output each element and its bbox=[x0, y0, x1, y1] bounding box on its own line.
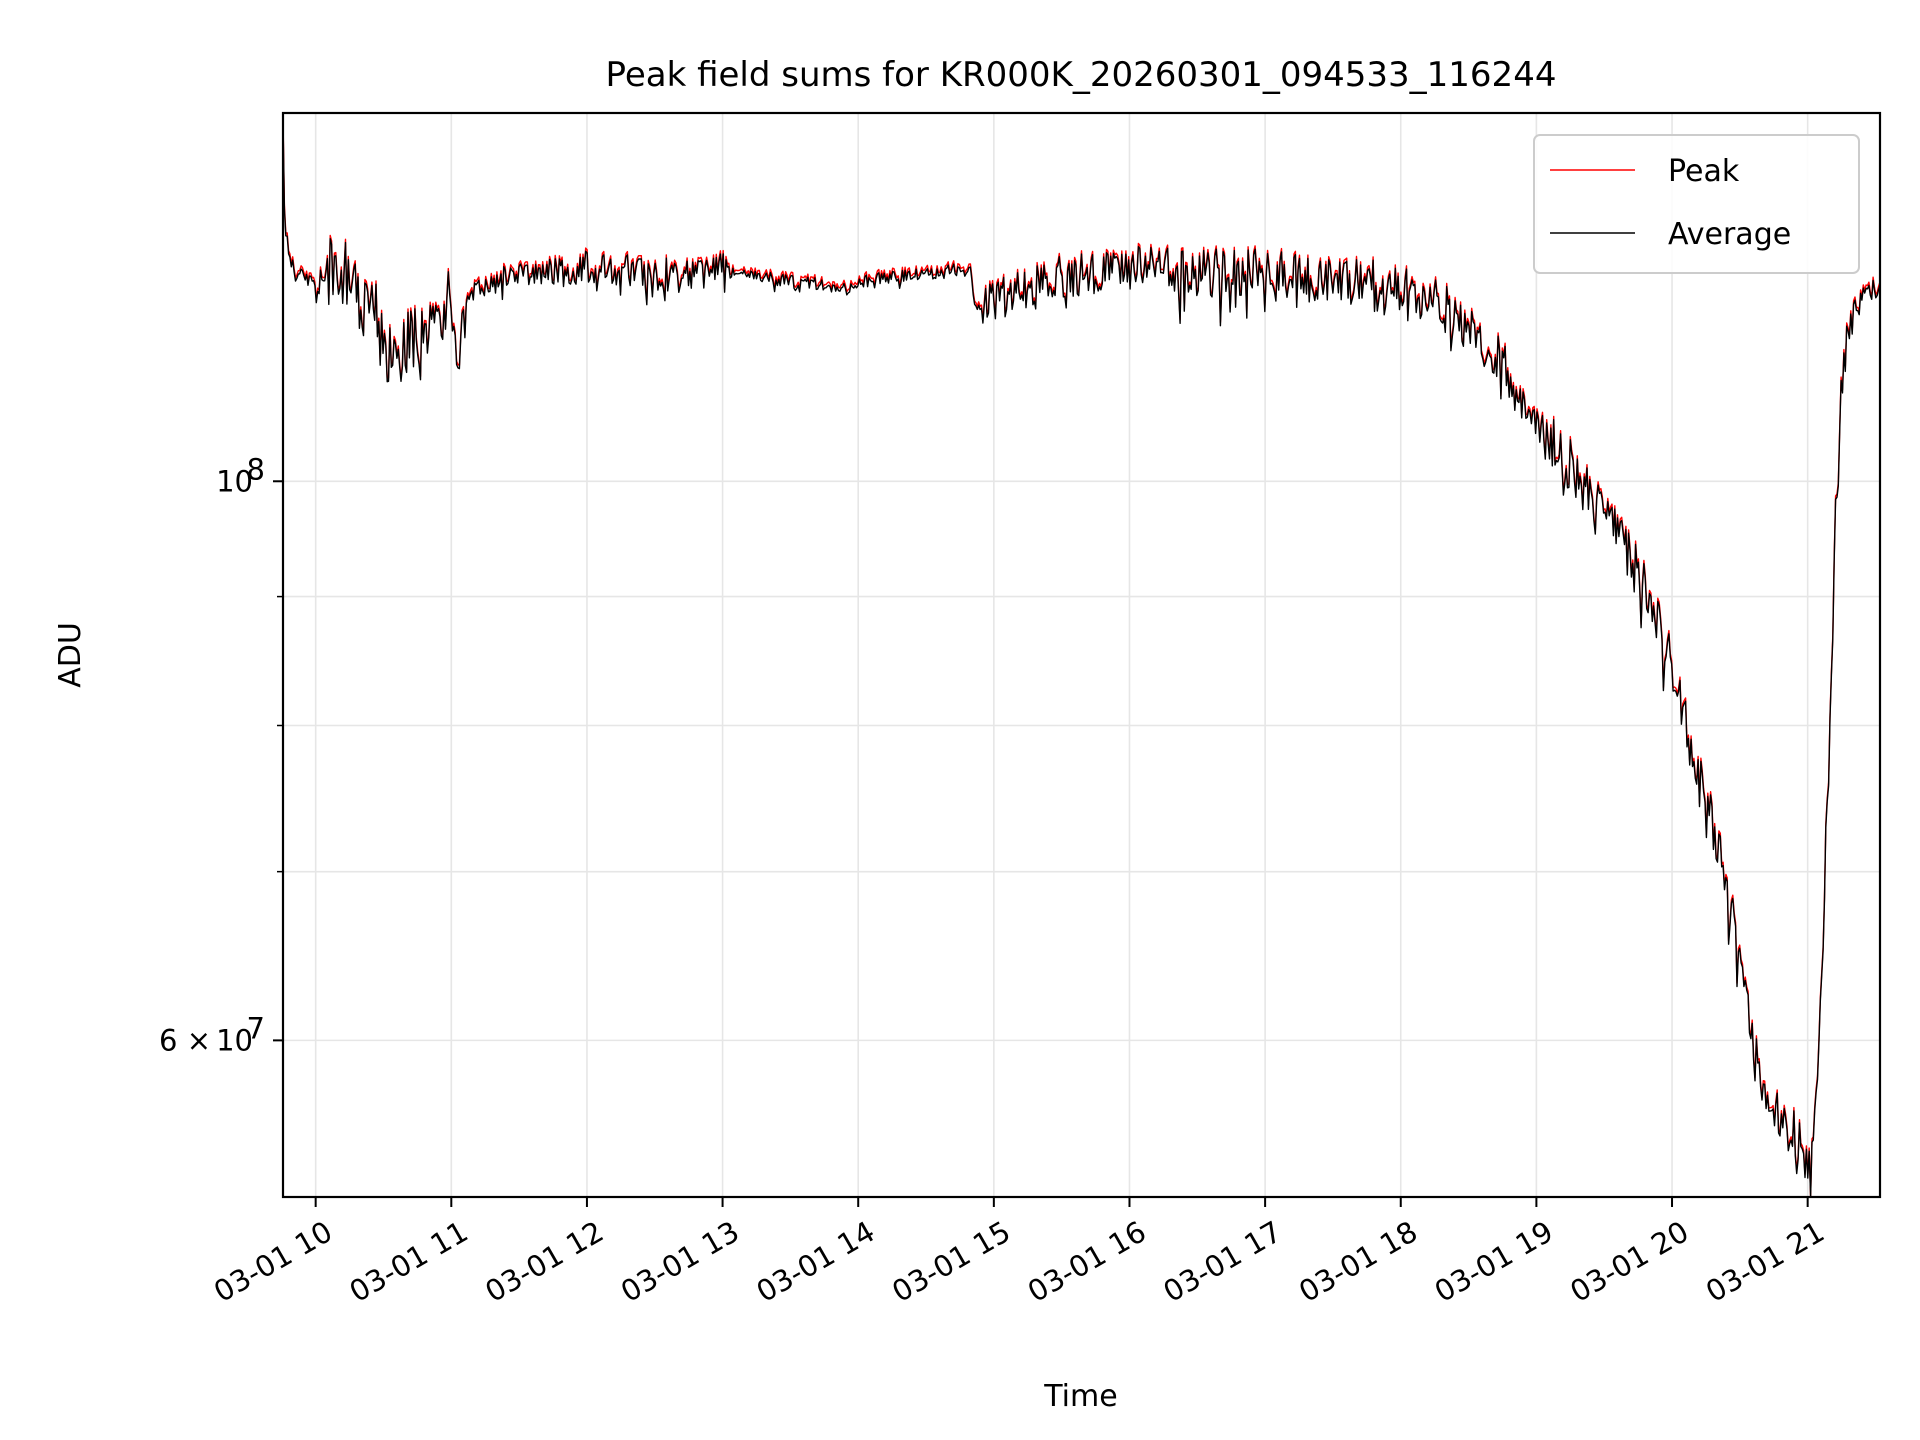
x-tick-label: 03-01 17 bbox=[1157, 1214, 1287, 1309]
x-tick-label: 03-01 18 bbox=[1293, 1214, 1423, 1309]
x-axis-ticks: 03-01 10 03-01 11 03-01 12 03-01 13 03-01 14… bbox=[208, 1197, 1830, 1309]
y-tick-exponent: 8 bbox=[247, 452, 265, 486]
x-tick-label: 03-01 20 bbox=[1564, 1214, 1694, 1309]
series-line-peak bbox=[282, 118, 1881, 1198]
x-tick-label: 03-01 13 bbox=[615, 1214, 745, 1309]
legend: Peak Average bbox=[1533, 134, 1860, 274]
y-tick-exponent: 7 bbox=[247, 1011, 265, 1045]
x-tick-label: 03-01 12 bbox=[479, 1214, 609, 1309]
axes-frame bbox=[281, 111, 1882, 1199]
x-tick-label: 03-01 16 bbox=[1022, 1214, 1152, 1309]
legend-label-peak: Peak bbox=[1668, 154, 1740, 189]
x-tick-label: 03-01 21 bbox=[1700, 1214, 1830, 1309]
series-lines bbox=[282, 118, 1881, 1198]
x-tick-label: 03-01 11 bbox=[344, 1214, 474, 1309]
x-axis-label: Time bbox=[1043, 1379, 1117, 1414]
x-tick-label: 03-01 19 bbox=[1429, 1214, 1559, 1309]
x-tick-label: 03-01 14 bbox=[751, 1214, 881, 1309]
chart-title: Peak field sums for KR000K_20260301_0945… bbox=[606, 55, 1557, 95]
y-tick-base: 10 bbox=[216, 464, 253, 498]
y-tick-label: 810 bbox=[216, 452, 265, 498]
series-line-average bbox=[282, 121, 1881, 1198]
legend-label-average: Average bbox=[1668, 217, 1791, 252]
y-axis-label: ADU bbox=[53, 622, 88, 688]
y-tick-base: 10 bbox=[216, 1023, 253, 1057]
x-tick-label: 03-01 10 bbox=[208, 1214, 338, 1309]
y-tick-mantissa: 6 × bbox=[159, 1023, 211, 1057]
x-tick-label: 03-01 15 bbox=[886, 1214, 1016, 1309]
